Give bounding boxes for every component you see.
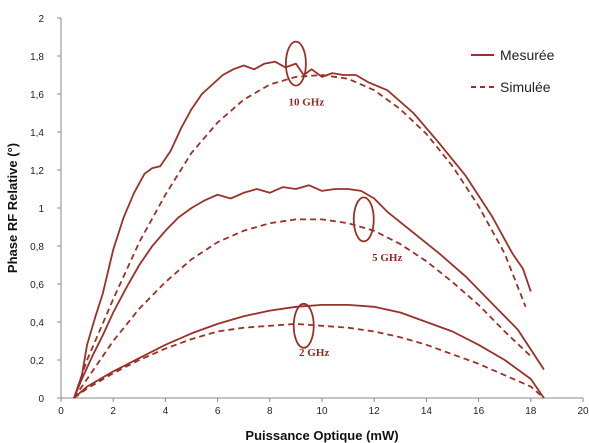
y-tick-label: 1 <box>38 204 44 215</box>
series-line-5-ghz-solid <box>73 184 545 399</box>
y-tick-label: 0,2 <box>30 356 44 367</box>
y-tick-label: 0,4 <box>30 318 44 329</box>
annotation-label-2-ghz: 2 GHz <box>299 347 329 359</box>
y-tick-label: 1,4 <box>30 128 44 139</box>
y-tick-labels: 0 0,2 0,4 0,6 0,8 1 1,2 1,4 1,6 1,8 2 <box>30 14 61 405</box>
series-line-10-ghz-dashed <box>73 74 527 399</box>
x-tick-label: 18 <box>525 406 537 417</box>
x-tick-label: 8 <box>267 406 273 417</box>
series-layer <box>73 60 545 399</box>
y-axis-title: Phase RF Relative (°) <box>5 143 20 273</box>
x-tick-label: 20 <box>577 406 589 417</box>
x-tick-label: 14 <box>421 406 433 417</box>
x-tick-label: 16 <box>473 406 485 417</box>
series-line-10-ghz-solid <box>73 60 532 399</box>
x-axis-title: Puissance Optique (mW) <box>245 428 398 443</box>
y-tick-label: 1,6 <box>30 90 44 101</box>
legend-label-solid: Mesurée <box>500 47 555 63</box>
annotation-ellipse-5-ghz <box>352 196 375 243</box>
annotation-ellipse-10-ghz <box>284 40 307 87</box>
x-tick-label: 6 <box>215 406 221 417</box>
x-tick-label: 0 <box>58 406 64 417</box>
series-line-5-ghz-dashed <box>73 218 532 399</box>
annotation-label-10-ghz: 10 GHz <box>288 96 324 108</box>
x-tick-labels: 0 2 4 6 8 10 12 14 16 18 20 <box>58 398 589 417</box>
y-tick-label: 0,6 <box>30 280 44 291</box>
legend: Mesurée Simulée <box>471 47 555 95</box>
series-line-2-ghz-dashed <box>73 323 545 399</box>
annotation-ellipse-2-ghz <box>292 302 315 349</box>
annotation-label-5-ghz: 5 GHz <box>372 252 402 264</box>
x-tick-label: 4 <box>163 406 169 417</box>
y-tick-label: 2 <box>38 14 44 25</box>
legend-label-dashed: Simulée <box>500 79 551 95</box>
y-tick-label: 0 <box>38 394 44 405</box>
y-tick-label: 1,2 <box>30 166 44 177</box>
x-tick-label: 12 <box>369 406 381 417</box>
x-tick-label: 10 <box>316 406 328 417</box>
y-tick-label: 1,8 <box>30 52 44 63</box>
y-tick-label: 0,8 <box>30 242 44 253</box>
annotation-layer: 10 GHz 5 GHz 2 GHz <box>284 40 402 359</box>
x-tick-label: 2 <box>110 406 116 417</box>
